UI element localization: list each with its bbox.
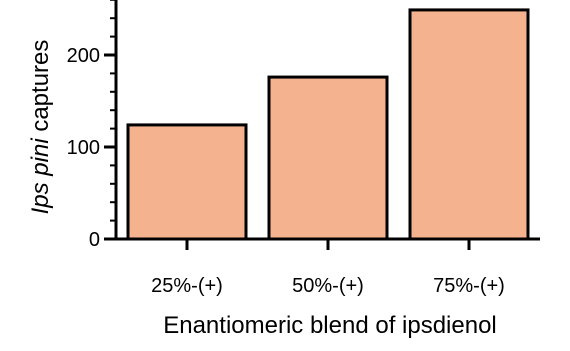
y-axis: 0 100 200 — [67, 0, 118, 251]
x-tick-label-3: 75%-(+) — [433, 275, 505, 297]
svg-text:Ips pini captures: Ips pini captures — [27, 40, 54, 215]
x-axis: 25%-(+) 50%-(+) 75%-(+) — [116, 237, 540, 297]
y-tick-label-100: 100 — [67, 137, 100, 159]
bar-2 — [267, 75, 389, 241]
y-axis-title-italic: Ips pini — [27, 138, 54, 215]
x-tick-label-2: 50%-(+) — [292, 275, 364, 297]
y-axis-title: Ips pini captures — [27, 40, 54, 215]
y-axis-title-rest: captures — [27, 40, 54, 139]
x-axis-title: Enantiomeric blend of ipsdienol — [163, 312, 497, 339]
y-tick-label-200: 200 — [67, 45, 100, 67]
x-tick-label-1: 25%-(+) — [151, 275, 223, 297]
bar-1 — [126, 123, 248, 241]
bars-layer — [126, 8, 530, 241]
y-tick-label-0: 0 — [89, 229, 100, 251]
bar-3 — [408, 8, 530, 241]
